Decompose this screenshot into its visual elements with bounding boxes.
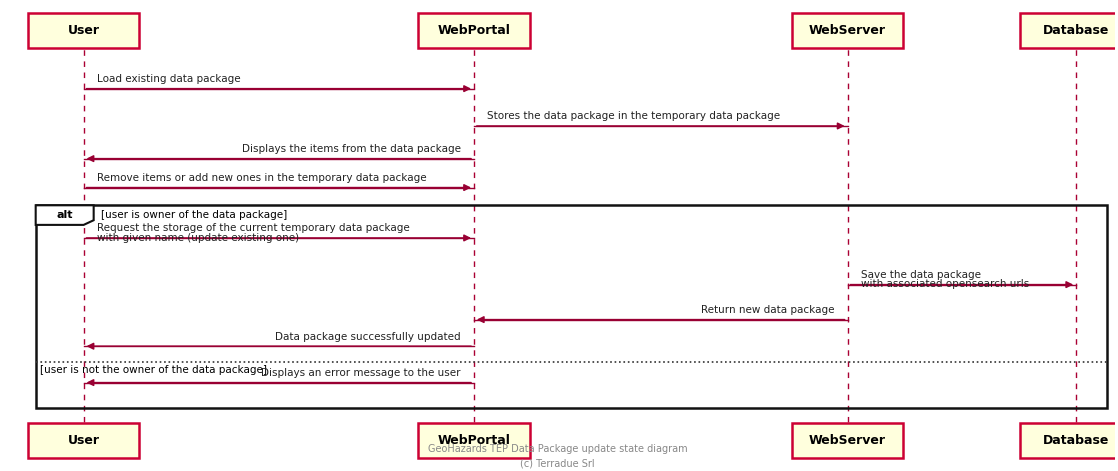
Text: WebPortal: WebPortal bbox=[437, 24, 511, 37]
Text: WebServer: WebServer bbox=[809, 24, 885, 37]
Text: Database: Database bbox=[1043, 434, 1109, 447]
Text: Stores the data package in the temporary data package: Stores the data package in the temporary… bbox=[487, 111, 780, 122]
Text: Save the data package: Save the data package bbox=[861, 270, 980, 280]
Text: Data package successfully updated: Data package successfully updated bbox=[275, 332, 461, 341]
Text: WebServer: WebServer bbox=[809, 434, 885, 447]
Text: Remove items or add new ones in the temporary data package: Remove items or add new ones in the temp… bbox=[97, 173, 427, 183]
FancyBboxPatch shape bbox=[418, 423, 530, 458]
Text: Return new data package: Return new data package bbox=[701, 305, 834, 315]
FancyBboxPatch shape bbox=[28, 423, 140, 458]
FancyBboxPatch shape bbox=[792, 13, 903, 48]
Text: Displays an error message to the user: Displays an error message to the user bbox=[260, 368, 461, 378]
Text: Displays the items from the data package: Displays the items from the data package bbox=[241, 144, 461, 154]
Text: Database: Database bbox=[1043, 24, 1109, 37]
FancyBboxPatch shape bbox=[792, 423, 903, 458]
Text: with associated opensearch urls: with associated opensearch urls bbox=[861, 279, 1030, 289]
Text: Load existing data package: Load existing data package bbox=[97, 74, 240, 84]
FancyBboxPatch shape bbox=[28, 13, 140, 48]
Text: [user is owner of the data package]: [user is owner of the data package] bbox=[102, 210, 287, 220]
Text: with given name (update existing one): with given name (update existing one) bbox=[97, 233, 300, 243]
Text: WebPortal: WebPortal bbox=[437, 434, 511, 447]
Text: alt: alt bbox=[56, 210, 73, 220]
FancyBboxPatch shape bbox=[1021, 423, 1118, 458]
Text: GeoHazards TEP Data Package update state diagram
(c) Terradue Srl: GeoHazards TEP Data Package update state… bbox=[428, 444, 688, 469]
FancyBboxPatch shape bbox=[1021, 13, 1118, 48]
Text: [user is not the owner of the data package]: [user is not the owner of the data packa… bbox=[40, 365, 267, 375]
FancyBboxPatch shape bbox=[418, 13, 530, 48]
Bar bbox=[36, 205, 1107, 408]
Text: User: User bbox=[67, 434, 100, 447]
Polygon shape bbox=[36, 205, 94, 225]
Text: User: User bbox=[67, 24, 100, 37]
Text: Request the storage of the current temporary data package: Request the storage of the current tempo… bbox=[97, 223, 410, 233]
